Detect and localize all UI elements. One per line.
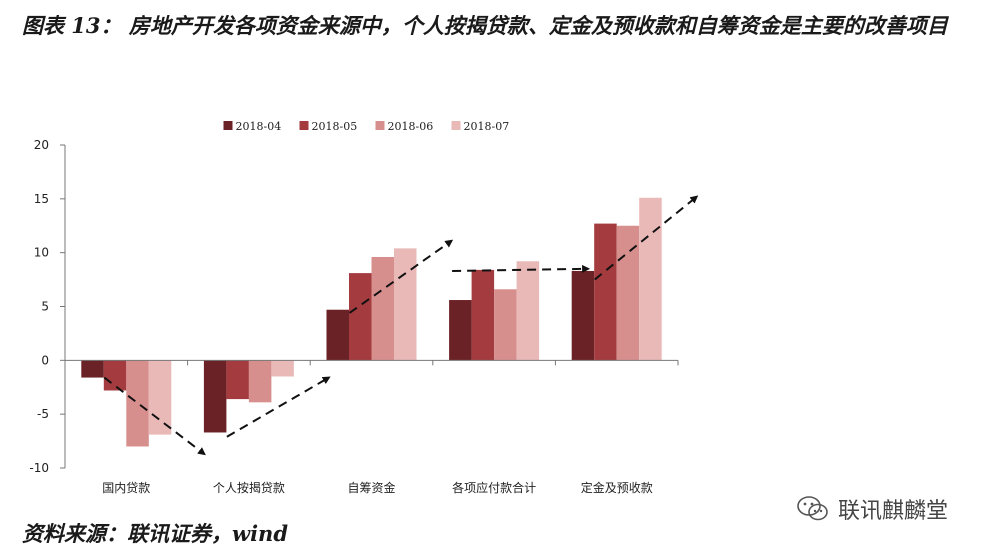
bar-2018-07-自筹资金	[394, 248, 417, 361]
x-category-label: 自筹资金	[347, 480, 395, 495]
bar-2018-07-国内贷款	[148, 360, 172, 435]
bar-2018-05-个人按揭贷款	[226, 360, 249, 400]
bar-2018-04-国内贷款	[81, 360, 104, 378]
bar-2018-05-各项应付款合计	[471, 269, 495, 361]
y-tick-label: 0	[41, 353, 49, 367]
trend-arrow-flat	[452, 264, 591, 273]
y-tick-label: 5	[41, 300, 49, 314]
data-source-note: 资料来源：联讯证券，wind	[22, 521, 289, 546]
x-category-label: 各项应付款合计	[452, 480, 536, 495]
legend-swatch-2018-05	[299, 121, 309, 130]
bar-2018-04-个人按揭贷款	[203, 360, 227, 433]
trend-arrow-up	[594, 195, 699, 281]
bar-2018-05-定金及预收款	[594, 223, 617, 361]
bar-2018-06-自筹资金	[371, 256, 394, 361]
y-tick-label: 20	[34, 138, 49, 152]
legend-swatch-2018-06	[375, 121, 385, 130]
y-tick-label: -10	[29, 461, 49, 475]
bar-2018-04-各项应付款合计	[449, 300, 472, 361]
wechat-icon	[797, 496, 828, 521]
bar-2018-07-个人按揭贷款	[271, 360, 294, 377]
legend-swatch-2018-04	[223, 121, 233, 130]
y-tick-label: -5	[37, 407, 49, 421]
x-category-label: 定金及预收款	[581, 480, 653, 495]
trend-arrows	[103, 195, 699, 456]
x-category-label: 国内贷款	[102, 481, 150, 495]
bar-2018-06-各项应付款合计	[494, 289, 517, 361]
x-category-label: 个人按揭贷款	[213, 480, 285, 495]
trend-arrow-up	[348, 239, 454, 314]
legend-label: 2018-04	[236, 120, 282, 133]
x-axis: 国内贷款 个人按揭贷款 自筹资金 各项应付款合计 定金及预收款	[64, 359, 679, 495]
bar-2018-05-国内贷款	[103, 360, 127, 391]
legend-swatch-2018-07	[451, 121, 461, 130]
y-tick-label: 10	[34, 246, 49, 260]
trend-arrow-down	[103, 376, 206, 456]
watermark: 联讯麒麟堂	[796, 492, 948, 526]
legend-label: 2018-07	[464, 120, 510, 133]
trend-arrow-up	[226, 376, 331, 438]
y-axis: -10 -5 0 5 10 15 20	[29, 138, 66, 475]
bar-2018-07-各项应付款合计	[516, 261, 540, 361]
legend-label: 2018-05	[312, 120, 358, 133]
bar-2018-05-自筹资金	[349, 273, 372, 361]
bar-2018-04-自筹资金	[326, 309, 349, 361]
bar-2018-07-定金及预收款	[639, 197, 662, 361]
bar-series-group	[81, 197, 662, 447]
y-tick-label: 15	[34, 192, 49, 206]
bar-2018-06-个人按揭贷款	[248, 360, 272, 403]
chart-legend: 2018-04 2018-05 2018-06 2018-07	[223, 120, 510, 133]
figure-title: 图表 13： 房地产开发各项资金来源中，个人按揭贷款、定金及预收款和自筹资金是主…	[22, 13, 948, 38]
bar-2018-04-定金及预收款	[571, 270, 595, 361]
watermark-label: 联讯麒麟堂	[838, 499, 949, 524]
bar-2018-06-国内贷款	[126, 360, 149, 447]
legend-label: 2018-06	[388, 120, 434, 133]
bar-2018-06-定金及预收款	[616, 225, 640, 361]
